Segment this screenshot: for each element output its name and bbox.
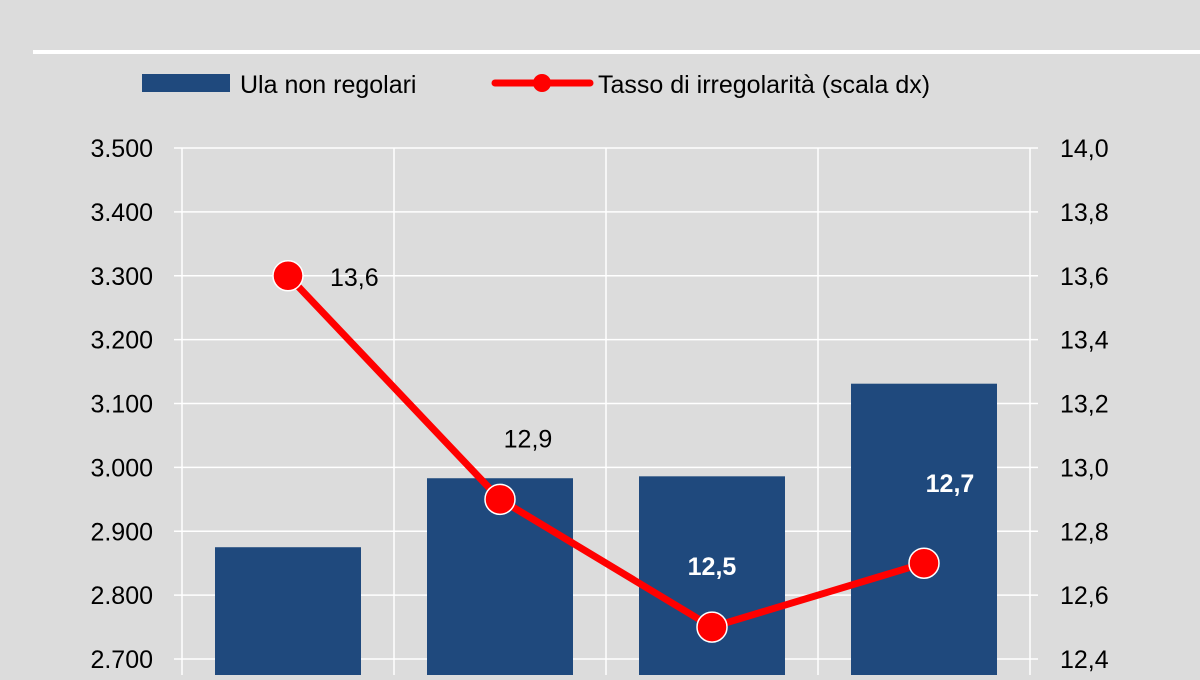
bar-0 bbox=[215, 547, 361, 675]
legend-line-label: Tasso di irregolarità (scala dx) bbox=[598, 71, 930, 99]
right-tick-label-5: 13,0 bbox=[1060, 454, 1109, 482]
left-tick-label-4: 3.100 bbox=[90, 391, 153, 419]
tasso-point-2 bbox=[696, 611, 728, 643]
tasso-point-3 bbox=[908, 547, 940, 579]
tasso-line bbox=[285, 273, 926, 631]
left-tick-label-5: 3.000 bbox=[90, 454, 153, 482]
right-tick-label-2: 13,6 bbox=[1060, 263, 1109, 291]
tasso-point-0 bbox=[272, 260, 304, 292]
left-axis-ticks: 3.500 3.400 3.300 3.200 3.100 3.000 2.900 2.800… bbox=[90, 135, 182, 674]
right-tick-label-8: 12,4 bbox=[1060, 646, 1109, 674]
legend-bar-label: Ula non regolari bbox=[240, 71, 417, 99]
data-labels: 13,6 12,9 12,5 12,7 bbox=[330, 264, 974, 581]
left-tick-label-6: 2.900 bbox=[90, 518, 153, 546]
line-series bbox=[272, 260, 940, 643]
left-tick-label-7: 2.800 bbox=[90, 582, 153, 610]
tasso-label-0: 13,6 bbox=[330, 264, 379, 292]
right-axis-ticks: 14,0 13,8 13,6 13,4 13,2 13,0 12,8 12,6 12,4 bbox=[1030, 135, 1109, 674]
left-tick-label-3: 3.200 bbox=[90, 327, 153, 355]
tasso-point-1 bbox=[484, 483, 516, 516]
right-tick-label-7: 12,6 bbox=[1060, 582, 1109, 610]
right-tick-label-3: 13,4 bbox=[1060, 327, 1109, 355]
axes bbox=[181, 148, 1031, 675]
tasso-label-2: 12,5 bbox=[688, 553, 737, 581]
bar-3 bbox=[851, 383, 997, 675]
left-tick-label-1: 3.400 bbox=[90, 199, 153, 227]
left-tick-label-0: 3.500 bbox=[90, 135, 153, 163]
left-tick-label-8: 2.700 bbox=[90, 646, 153, 674]
left-tick-label-2: 3.300 bbox=[90, 263, 153, 291]
tasso-label-3: 12,7 bbox=[926, 470, 975, 498]
right-tick-label-6: 12,8 bbox=[1060, 518, 1109, 546]
tasso-label-1: 12,9 bbox=[504, 425, 553, 453]
right-tick-label-4: 13,2 bbox=[1060, 391, 1109, 419]
right-tick-label-1: 13,8 bbox=[1060, 199, 1109, 227]
legend-bar-swatch bbox=[142, 74, 230, 92]
legend: Ula non regolari Tasso di irregolarità (… bbox=[142, 71, 930, 99]
right-tick-label-0: 14,0 bbox=[1060, 135, 1109, 163]
legend-line-marker bbox=[533, 74, 551, 92]
